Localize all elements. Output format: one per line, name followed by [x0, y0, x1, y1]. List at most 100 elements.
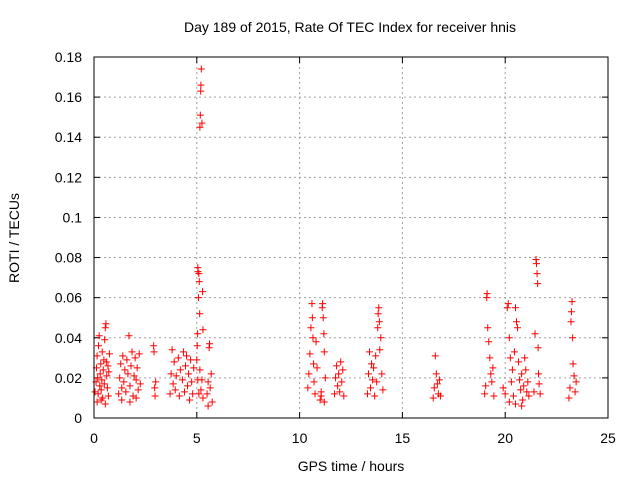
data-point: [429, 394, 437, 402]
data-point: [506, 354, 514, 362]
data-point: [103, 372, 111, 380]
data-point: [93, 352, 101, 360]
data-point: [104, 362, 112, 370]
data-point: [374, 324, 382, 332]
data-point: [185, 370, 193, 378]
data-point: [317, 392, 325, 400]
data-point: [172, 372, 180, 380]
data-point: [320, 348, 328, 356]
data-point: [513, 318, 521, 326]
data-point: [510, 348, 518, 356]
data-point: [196, 310, 204, 318]
x-tick-label: 25: [600, 430, 616, 446]
data-point: [319, 314, 327, 322]
data-point: [371, 392, 379, 400]
data-point: [195, 270, 203, 278]
data-point: [316, 396, 324, 404]
data-point: [507, 378, 515, 386]
data-point: [96, 382, 104, 390]
data-point: [304, 384, 312, 392]
data-point: [511, 304, 519, 312]
data-point: [567, 318, 575, 326]
x-axis-label: GPS time / hours: [298, 458, 405, 474]
data-point: [188, 378, 196, 386]
data-point: [524, 378, 532, 386]
data-point: [487, 370, 495, 378]
data-point: [199, 394, 207, 402]
data-point: [310, 378, 318, 386]
data-point: [320, 330, 328, 338]
data-point: [101, 336, 109, 344]
data-point: [199, 288, 207, 296]
data-point: [136, 380, 144, 388]
data-point: [530, 388, 538, 396]
data-point: [134, 386, 142, 394]
data-point: [518, 402, 526, 410]
data-point: [193, 342, 201, 350]
data-point: [198, 376, 206, 384]
data-point: [171, 386, 179, 394]
data-point: [180, 388, 188, 396]
data-point: [319, 300, 327, 308]
data-point: [150, 342, 158, 350]
plot-frame: [93, 56, 609, 419]
data-point: [310, 360, 318, 368]
data-point: [306, 350, 314, 358]
data-point: [431, 352, 439, 360]
data-point: [535, 380, 543, 388]
data-point: [196, 366, 204, 374]
data-point: [334, 382, 342, 390]
data-point: [321, 374, 329, 382]
data-point: [195, 278, 203, 286]
data-point: [569, 360, 577, 368]
data-point: [432, 370, 440, 378]
data-point: [93, 398, 101, 406]
data-point: [186, 396, 194, 404]
data-point: [168, 346, 176, 354]
data-point: [340, 392, 348, 400]
data-point: [184, 382, 192, 390]
x-tick-labels: 0 5 10 15 20 25: [90, 430, 616, 446]
data-point: [197, 65, 205, 73]
data-point: [203, 390, 211, 398]
data-point: [103, 384, 111, 392]
data-point: [568, 298, 576, 306]
data-point: [208, 398, 216, 406]
data-point: [368, 360, 376, 368]
data-point: [167, 370, 175, 378]
data-point: [183, 352, 191, 360]
data-point: [118, 396, 126, 404]
y-tick-label: 0.14: [55, 129, 82, 145]
data-point: [197, 87, 205, 95]
data-point: [198, 119, 206, 127]
data-point: [489, 364, 497, 372]
data-point: [376, 346, 384, 354]
data-point: [94, 374, 102, 382]
data-point: [374, 310, 382, 318]
data-point: [369, 376, 377, 384]
data-point: [118, 384, 126, 392]
data-point: [335, 370, 343, 378]
data-point: [531, 330, 539, 338]
data-point: [504, 300, 512, 308]
data-point: [519, 396, 527, 404]
data-point: [532, 260, 540, 268]
data-point: [307, 324, 315, 332]
data-point: [181, 362, 189, 370]
data-point: [367, 384, 375, 392]
data-point: [169, 380, 177, 388]
x-tick-label: 10: [292, 430, 308, 446]
data-point: [534, 280, 542, 288]
data-point: [337, 358, 345, 366]
data-point: [123, 356, 131, 364]
data-point: [204, 378, 212, 386]
data-point: [378, 370, 386, 378]
data-points: [91, 65, 580, 410]
data-point: [206, 384, 214, 392]
data-point: [101, 400, 109, 408]
data-point: [131, 354, 139, 362]
data-point: [536, 390, 544, 398]
y-tick-labels: 0 0.02 0.04 0.06 0.08 0.1 0.12 0.14 0.16 0.18: [55, 49, 82, 426]
data-point: [503, 304, 511, 312]
